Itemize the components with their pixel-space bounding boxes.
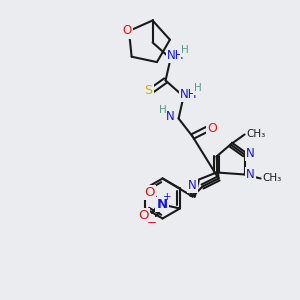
Text: +: + [163, 193, 171, 202]
Text: −: − [147, 216, 157, 229]
Text: N: N [188, 179, 197, 192]
Text: NH: NH [167, 49, 184, 62]
Text: N: N [166, 110, 175, 123]
Text: N: N [246, 168, 255, 181]
Text: H: H [181, 46, 188, 56]
Text: H: H [159, 106, 167, 116]
Text: O: O [139, 209, 149, 222]
Text: O: O [145, 186, 155, 199]
Text: CH₃: CH₃ [262, 173, 282, 184]
Text: O: O [208, 122, 218, 135]
Text: N: N [246, 147, 255, 160]
Text: CH₃: CH₃ [247, 130, 266, 140]
Text: S: S [145, 84, 153, 97]
Text: N: N [156, 198, 167, 211]
Text: O: O [122, 25, 132, 38]
Text: NH: NH [180, 88, 197, 101]
Text: H: H [194, 83, 201, 94]
